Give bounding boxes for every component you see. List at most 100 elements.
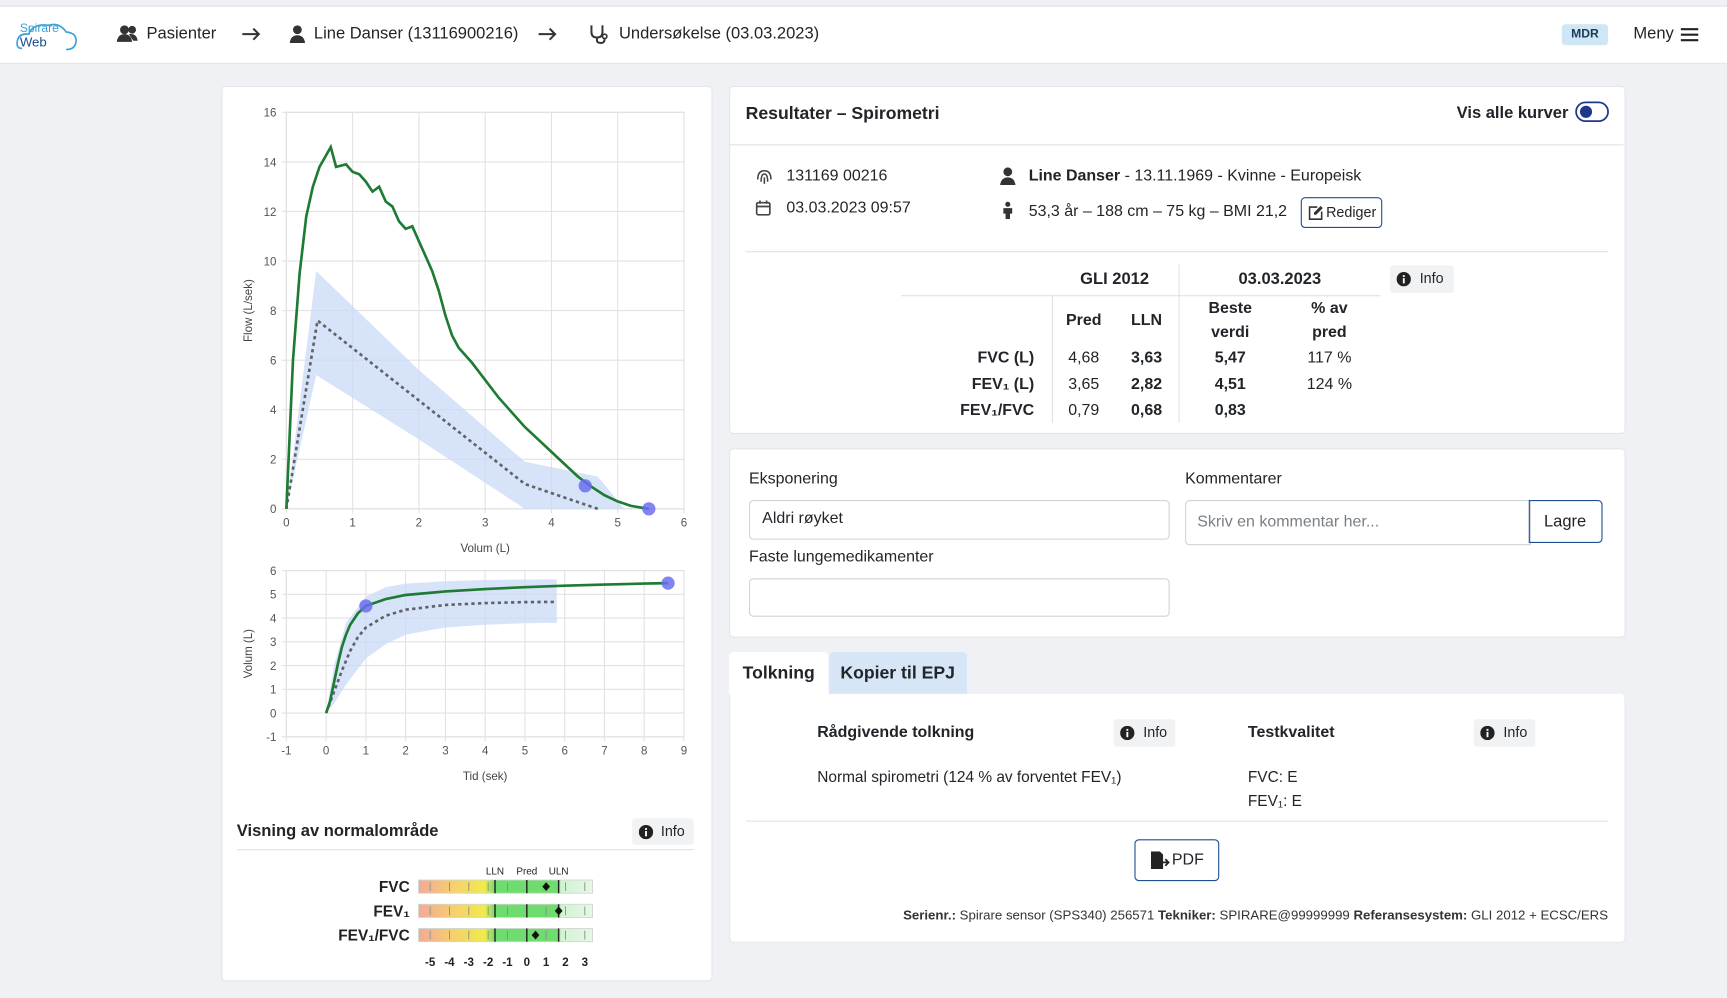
row-label: FVC (L): [977, 349, 1035, 367]
table-group-header: GLI 2012: [1080, 269, 1150, 289]
meds-input[interactable]: [748, 578, 1170, 617]
calendar-icon: [755, 200, 771, 216]
x-tick-label: 1: [543, 957, 550, 969]
user-icon: [289, 25, 306, 43]
y-tick-label: -1: [266, 732, 276, 744]
info-icon: [1120, 725, 1135, 741]
logo-top: Spirare: [19, 22, 59, 36]
divider: [729, 144, 1624, 146]
column-header: Pred: [1066, 311, 1102, 330]
y-tick-label: 16: [264, 108, 277, 120]
footer-label: Tekniker:: [1158, 907, 1216, 923]
predicted-line: [285, 318, 599, 511]
footer-label: Referansesystem:: [1353, 907, 1468, 923]
save-label[interactable]: Lagre: [1543, 512, 1587, 531]
x-tick-label: -1: [502, 957, 513, 969]
header: [0, 5, 1727, 64]
x-tick-label: 1: [349, 517, 355, 529]
info-icon: [638, 824, 654, 840]
tab-label[interactable]: Kopier til EPJ: [840, 664, 955, 683]
field-label: Kommentarer: [1185, 470, 1282, 488]
y-axis-label: Volum (L): [243, 629, 255, 679]
x-tick-label: -2: [483, 957, 493, 969]
y-tick-label: 6: [270, 566, 276, 578]
tab[interactable]: [829, 652, 968, 694]
device-footer: Serienr.: Spirare sensor (SPS340) 256571…: [903, 904, 1608, 926]
badge[interactable]: MDR: [1561, 24, 1609, 46]
x-tick-label: 7: [601, 745, 607, 757]
stethoscope-icon: [590, 25, 608, 44]
info-label[interactable]: Info: [660, 822, 685, 840]
tab-label[interactable]: Tolkning: [742, 664, 815, 683]
body-metrics: 53,3 år – 188 cm – 75 kg – BMI 21,2: [1028, 202, 1288, 221]
edit-button[interactable]: [1300, 197, 1383, 228]
y-tick-label: 10: [264, 256, 277, 268]
info-label[interactable]: Info: [1503, 723, 1528, 741]
y-tick-label: 1: [270, 685, 276, 697]
section-title: Rådgivende tolkning: [817, 723, 975, 742]
info-icon: [1396, 272, 1411, 287]
user-icon: [1000, 167, 1016, 186]
row-label: FEV₁/FVC: [338, 928, 409, 945]
y-tick-label: 12: [264, 207, 277, 219]
section-title: Testkvalitet: [1247, 723, 1335, 742]
advice-text: Normal spirometri (124 % av forventet FE…: [817, 767, 1122, 786]
x-tick-label: 0: [524, 957, 530, 969]
table-group-header: 03.03.2023: [1238, 269, 1322, 289]
row-label: FEV₁ (L): [971, 375, 1035, 394]
column-header: LLN: [1131, 311, 1163, 330]
table-cell: 0,83: [1214, 402, 1246, 420]
x-tick-label: -4: [444, 957, 455, 969]
toggle[interactable]: [1575, 101, 1609, 123]
y-tick-label: 5: [270, 590, 276, 602]
edit-label[interactable]: Rediger: [1326, 203, 1377, 221]
breadcrumb[interactable]: Undersøkelse (03.03.2023): [618, 24, 820, 43]
x-tick-label: 8: [641, 745, 647, 757]
toggle-label: Vis alle kurver: [1456, 103, 1569, 123]
info-label[interactable]: Info: [1143, 723, 1168, 741]
x-tick-label: 3: [442, 745, 448, 757]
pdf-label[interactable]: PDF: [1171, 851, 1204, 870]
pdf-button[interactable]: [1134, 839, 1220, 882]
logo-cloud: [16, 23, 77, 51]
x-tick-label: 3: [582, 957, 588, 969]
table-cell: 2,82: [1131, 375, 1163, 394]
arrow-icon: [538, 27, 557, 41]
row-label: FVC: [379, 879, 410, 896]
y-tick-label: 14: [264, 157, 277, 169]
results-card: [729, 85, 1626, 434]
info-label[interactable]: Info: [1419, 269, 1444, 287]
x-tick-label: 6: [561, 745, 567, 757]
y-tick-label: 0: [270, 504, 276, 516]
y-tick-label: 8: [270, 306, 276, 318]
pdf-icon: [1150, 851, 1170, 870]
save-button[interactable]: [1528, 500, 1603, 543]
row-label: FEV₁/FVC: [960, 402, 1035, 420]
x-tick-label: 1: [363, 745, 369, 757]
x-tick-label: 2: [402, 745, 408, 757]
x-tick-label: -5: [425, 957, 436, 969]
users-icon: [116, 25, 138, 42]
patient-line: Line Danser - 13.11.1969 - Kvinne - Euro…: [1029, 165, 1362, 187]
breadcrumb[interactable]: Pasienter: [146, 24, 217, 43]
patient-id: 131169 00216: [786, 167, 888, 186]
breadcrumb[interactable]: Line Danser (13116900216): [313, 24, 519, 43]
column-header: Beste verdi: [1208, 299, 1253, 342]
marker: [642, 502, 656, 516]
marker: [359, 599, 373, 613]
exposure-input[interactable]: [748, 500, 1170, 540]
menu-icon[interactable]: [1680, 28, 1699, 42]
quality-line: FVC: E: [1247, 767, 1298, 786]
tab-active[interactable]: [729, 652, 829, 695]
x-tick-label: 2: [416, 517, 422, 529]
table-cell: 124 %: [1306, 375, 1353, 394]
person-icon: [1003, 201, 1013, 220]
logo-bottom: Web: [19, 34, 47, 50]
section-title: Visning av normalområde: [236, 821, 439, 841]
menu-label[interactable]: Meny: [1633, 24, 1674, 43]
fingerprint-icon: [756, 169, 772, 184]
info-icon: [1480, 725, 1495, 741]
comment-input[interactable]: [1185, 500, 1531, 546]
predicted-line: [324, 600, 557, 714]
row-label: FEV₁: [373, 903, 409, 920]
